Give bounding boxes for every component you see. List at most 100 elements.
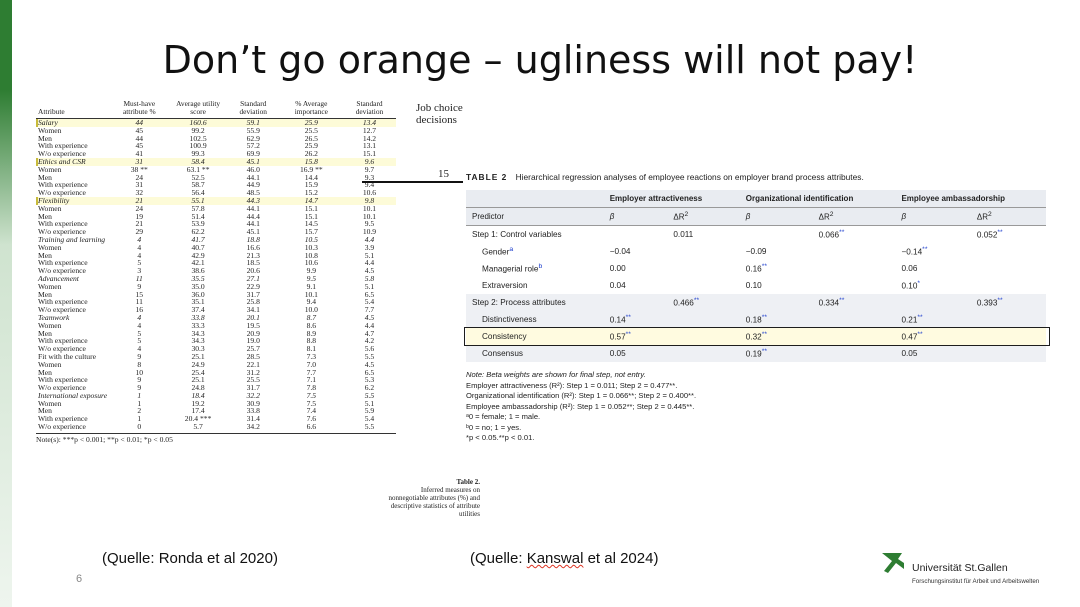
beta-header: β	[603, 207, 668, 226]
cell-value: 9	[137, 281, 142, 291]
table-row: W/o experience 0 5.7 34.2 6.6 5.5	[36, 423, 396, 431]
logo-name: Universität St.Gallen	[912, 562, 1008, 574]
cell-value: 5.5	[364, 422, 375, 432]
delta-r2-header: ΔR2	[812, 207, 896, 226]
row-label: W/o experience	[38, 188, 86, 198]
cell-value: 11	[135, 297, 143, 307]
predictor-text: Gender	[482, 247, 510, 257]
cell-value: 3	[137, 266, 142, 276]
cell-value: 160.6	[169, 118, 227, 127]
cell-value: 9.1	[306, 281, 317, 291]
cell-value: 21	[135, 219, 144, 229]
cell-value: 9	[137, 351, 142, 361]
table-row: Men 19 51.4 44.4 15.1 10.1	[36, 211, 396, 221]
table-row: W/o experience 29 62.2 45.1 15.7 10.9	[36, 228, 396, 236]
row-label: With experience	[38, 414, 88, 424]
cell-value: 16.6	[246, 242, 260, 252]
logo-subtitle: Forschungsinstitut für Arbeit und Arbeit…	[912, 578, 1040, 585]
row-label: Flexibility	[36, 197, 110, 205]
cell-value: 48.5	[246, 188, 260, 198]
cell-value: 24.8	[191, 383, 205, 393]
table-row: Women 4 40.7 16.6 10.3 3.9	[36, 242, 396, 252]
row-label: Ethics and CSR	[36, 158, 110, 166]
cell-value: −0.04	[604, 243, 668, 260]
cell-value: 31	[135, 180, 144, 190]
cell-value: 52.5	[191, 172, 205, 182]
group-organizational-identification: Organizational identification	[739, 190, 896, 208]
row-label: Men	[38, 172, 52, 182]
cell-value: 35.0	[191, 281, 205, 291]
cell-value: 35.5	[191, 273, 205, 283]
table-row: With experience 11 35.1 25.8 9.4 5.4	[36, 298, 396, 306]
cell-value	[667, 345, 740, 362]
predictor-text: Distinctiveness	[482, 315, 537, 324]
cell-value: 7.8	[306, 383, 317, 393]
delta-r2-header: ΔR2	[667, 207, 740, 226]
predictor-header: Predictor	[466, 207, 604, 226]
cell-value	[603, 294, 668, 311]
cell-value	[667, 277, 739, 294]
cell-value: 41.7	[191, 234, 205, 244]
table-row: Managerial roleb 0.00 0.16** 0.06	[466, 260, 1046, 277]
cell-value: 6.5	[364, 367, 375, 377]
cell-value: −0.09	[740, 243, 813, 260]
source-right-author: Kanswal	[526, 550, 584, 567]
right-table-panel: TABLE 2 Hierarchical regression analyses…	[466, 172, 1066, 444]
right-table-notes: Note: Beta weights are shown for final s…	[466, 370, 1066, 444]
cell-number: 0.16	[745, 264, 762, 274]
cell-value: 0.47**	[895, 328, 971, 345]
left-caption-text: Inferred measures on nonnegotiable attri…	[388, 486, 480, 518]
cell-value: 26.5	[304, 133, 318, 143]
cell-value: 16.9 **	[299, 164, 323, 174]
cell-value: 0.334**	[812, 294, 896, 311]
predictor-text: Consistency	[482, 332, 527, 341]
row-label: W/o experience	[38, 305, 86, 315]
cell-number: 0.14	[609, 315, 626, 325]
cell-value: 10.0	[304, 305, 318, 315]
footnote-marker: b	[538, 263, 543, 271]
cell-value: 25.7	[246, 344, 260, 354]
cell-value: 4	[137, 234, 142, 244]
cell-value: 55.1	[169, 197, 227, 205]
predictor-label: Gendera	[466, 243, 604, 260]
row-label: Men	[38, 133, 52, 143]
cell-value	[970, 311, 1046, 328]
row-label: Women	[38, 320, 62, 330]
cell-number: 0.57	[609, 332, 626, 342]
row-label: Men	[38, 406, 52, 416]
cell-number: 0.466	[673, 298, 694, 308]
table-row: Gendera −0.04 −0.09 −0.14**	[466, 243, 1046, 260]
row-label: Women	[38, 398, 62, 408]
regression-table: Employer attractiveness Organizational i…	[466, 190, 1046, 362]
cell-value: 0.19**	[739, 345, 813, 362]
cell-value: 4.5	[364, 266, 375, 276]
row-label: International exposure	[38, 390, 108, 400]
predictor-label: Consistency	[466, 328, 604, 345]
row-label: W/o experience	[38, 422, 86, 432]
cell-value: 10.1	[362, 211, 377, 221]
row-label: Men	[38, 211, 52, 221]
cell-value: −0.14**	[901, 246, 928, 257]
note-line: Note: Beta weights are shown for final s…	[466, 370, 646, 379]
cell-value: 10.1	[362, 203, 377, 213]
left-col-header: Average utility score	[169, 100, 227, 119]
cell-value	[813, 277, 896, 294]
cell-value: 14.7	[279, 197, 343, 205]
cell-value: 69.9	[246, 149, 260, 159]
cell-number: 0.066	[818, 230, 840, 240]
cell-value: 53.9	[191, 219, 205, 229]
row-label: Women	[38, 125, 62, 135]
cell-value: 63.1 **	[186, 164, 210, 174]
cell-value: 24	[135, 203, 144, 213]
table-row: Extraversion 0.04 0.10 0.10*	[466, 277, 1046, 294]
cell-value: 5.7	[193, 422, 203, 432]
row-label: Fit with the culture	[38, 351, 96, 361]
cell-value: 4.7	[364, 328, 375, 338]
cell-value: 45.1	[226, 158, 280, 166]
table-row: Salary 44 160.6 59.1 25.9 13.4	[36, 118, 396, 127]
cell-value: 45	[135, 141, 144, 151]
cell-value: 35.1	[191, 297, 205, 307]
predictor-label: Distinctiveness	[466, 311, 604, 328]
note-line: *p < 0.05.**p < 0.01.	[466, 433, 535, 442]
cell-value: 0.05	[603, 345, 668, 362]
